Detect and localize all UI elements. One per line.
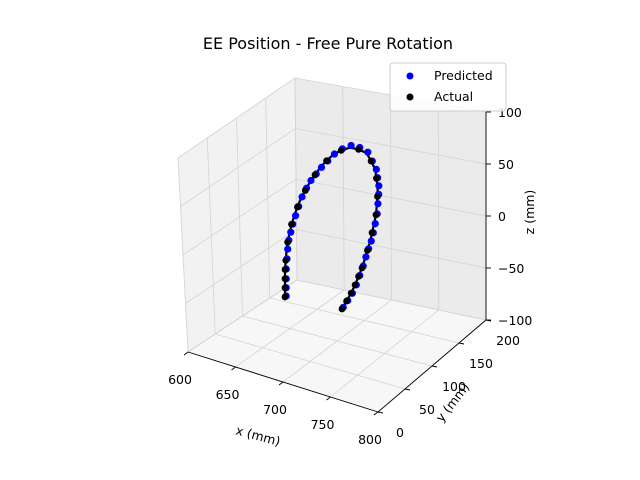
actual-point — [343, 297, 350, 305]
predicted-point — [291, 212, 300, 220]
predicted-point — [347, 141, 355, 150]
x-tick-label: 750 — [311, 417, 335, 432]
y-tick-label: 200 — [496, 333, 520, 348]
z-grid-line — [182, 178, 487, 256]
predicted-point — [362, 253, 370, 261]
predicted-point — [298, 193, 306, 201]
z-grid-line — [187, 279, 487, 353]
actual-point — [281, 275, 289, 283]
x-tick-label: 650 — [216, 387, 240, 402]
actual-point — [281, 266, 289, 273]
legend-marker-predicted — [406, 72, 414, 80]
actual-point — [338, 305, 346, 313]
x-tick-label: 700 — [263, 402, 287, 417]
z-axis-label: z (mm) — [522, 190, 537, 235]
legend-box — [389, 62, 507, 112]
actual-point — [323, 157, 330, 165]
predicted-point — [284, 245, 292, 253]
z-tick-label: −100 — [498, 313, 532, 328]
y-tick-mark — [377, 411, 384, 414]
predicted-point — [317, 163, 326, 171]
actual-point — [355, 272, 362, 280]
z-grid-line — [185, 229, 487, 304]
actual-point — [368, 229, 376, 237]
x-tick-mark — [373, 411, 379, 416]
x-tick-mark — [231, 366, 236, 371]
actual-point — [355, 145, 362, 153]
actual-point — [337, 146, 345, 154]
actual-point — [373, 174, 380, 182]
y-grid-line-floor — [242, 315, 433, 367]
x-tick-label: 600 — [168, 372, 192, 387]
predicted-point — [330, 150, 339, 158]
predicted-point — [307, 176, 315, 185]
actual-point — [301, 187, 309, 194]
x-tick-mark — [326, 396, 331, 401]
predicted-point — [375, 182, 383, 190]
actual-point — [347, 289, 355, 297]
legend: Predicted Actual — [389, 62, 507, 112]
legend-label-predicted: Predicted — [434, 68, 493, 83]
y-tick-mark — [458, 342, 465, 345]
actual-point — [284, 238, 292, 246]
x-tick-mark — [183, 351, 189, 356]
predicted-point — [287, 228, 295, 236]
actual-point — [367, 157, 375, 165]
legend-marker-actual — [406, 93, 414, 101]
actual-point — [281, 293, 289, 301]
actual-point — [281, 284, 289, 292]
y-tick-label: 0 — [396, 425, 404, 440]
y-grid-line-floor — [215, 333, 406, 390]
actual-point — [374, 193, 381, 200]
actual-point — [358, 264, 366, 272]
x-tick-mark — [278, 381, 284, 386]
predicted-point — [372, 165, 380, 173]
actual-point — [364, 246, 371, 254]
y-tick-label: 100 — [442, 379, 466, 394]
actual-point — [311, 171, 319, 179]
predicted-point — [367, 237, 375, 245]
y-grid-line-floor — [269, 297, 460, 344]
x-axis-label: x (mm) — [234, 423, 282, 449]
legend-label-actual: Actual — [434, 89, 473, 104]
actual-point — [351, 281, 359, 289]
x-tick-label: 800 — [358, 432, 382, 447]
predicted-point — [374, 200, 382, 208]
y-tick-mark — [431, 365, 438, 368]
y-tick-mark — [404, 388, 411, 391]
z-tick-label: 50 — [498, 157, 514, 172]
y-tick-label: 50 — [419, 402, 435, 417]
z-tick-label: 0 — [498, 209, 506, 224]
y-tick-label: 150 — [469, 356, 493, 371]
actual-point — [294, 203, 301, 211]
axes — [183, 111, 492, 416]
trajectory-points — [281, 141, 383, 313]
z-tick-label: −50 — [498, 261, 524, 276]
predicted-point — [364, 148, 372, 156]
z-grid-line — [180, 128, 487, 207]
actual-point — [282, 256, 290, 264]
actual-point — [288, 220, 295, 228]
predicted-point — [371, 220, 379, 228]
chart-title: EE Position - Free Pure Rotation — [203, 34, 453, 53]
actual-point — [372, 211, 380, 219]
